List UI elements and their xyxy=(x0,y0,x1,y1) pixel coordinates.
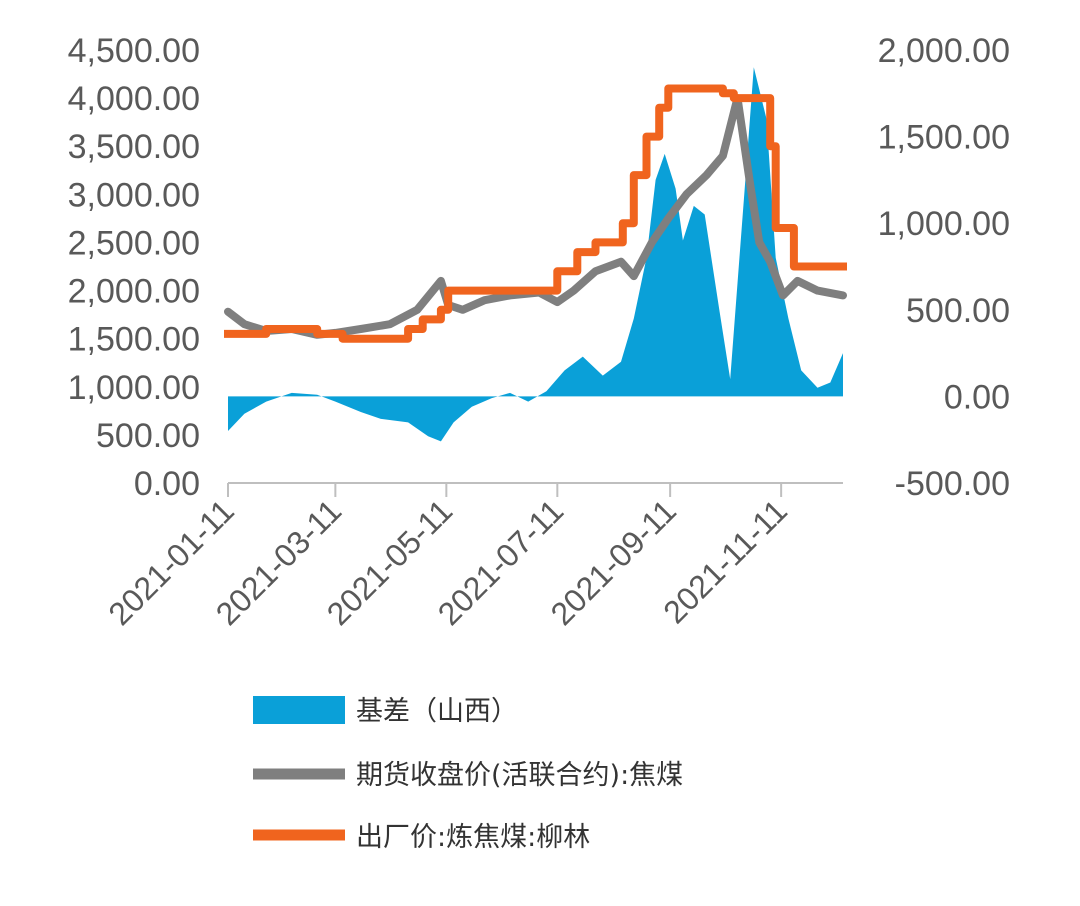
right-y-axis: -500.00 0.00 500.00 1,000.00 1,500.00 2,000.0… xyxy=(878,32,1010,503)
legend: 基差（山西） 期货收盘价(活联合约):焦煤 出厂价:炼焦煤:柳林 xyxy=(253,696,683,853)
right-tick-label: 1,500.00 xyxy=(878,119,1010,157)
left-tick-label: 0.00 xyxy=(134,465,200,503)
legend-label-basis: 基差（山西） xyxy=(356,696,518,727)
left-tick-label: 2,000.00 xyxy=(68,273,200,311)
left-tick-label: 500.00 xyxy=(96,417,200,455)
legend-label-futures: 期货收盘价(活联合约):焦煤 xyxy=(356,760,683,791)
basis-area xyxy=(228,67,843,442)
left-y-axis: 0.00 500.00 1,000.00 1,500.00 2,000.00 2,500.… xyxy=(68,32,200,503)
x-axis xyxy=(227,482,843,497)
right-tick-label: 500.00 xyxy=(906,292,1010,330)
plot-area xyxy=(224,67,847,442)
right-tick-label: 2,000.00 xyxy=(878,32,1010,70)
legend-label-factory: 出厂价:炼焦煤:柳林 xyxy=(356,822,590,853)
legend-swatch-basis xyxy=(253,696,345,724)
legend-item-basis: 基差（山西） xyxy=(253,696,518,727)
left-tick-label: 1,500.00 xyxy=(68,321,200,359)
left-tick-label: 4,500.00 xyxy=(68,32,200,70)
x-axis-labels: 2021-01-112021-03-112021-05-112021-07-11… xyxy=(101,492,794,632)
right-tick-label: 1,000.00 xyxy=(878,205,1010,243)
factory-series xyxy=(224,84,847,343)
left-tick-label: 1,000.00 xyxy=(68,369,200,407)
basis-series xyxy=(228,67,843,442)
right-tick-label: 0.00 xyxy=(944,378,1010,416)
legend-item-factory: 出厂价:炼焦煤:柳林 xyxy=(253,822,590,853)
left-tick-label: 2,500.00 xyxy=(68,224,200,262)
left-tick-label: 4,000.00 xyxy=(68,80,200,118)
left-tick-label: 3,000.00 xyxy=(68,176,200,214)
right-tick-label: -500.00 xyxy=(895,465,1010,503)
factory-price-line xyxy=(224,84,847,343)
legend-item-futures: 期货收盘价(活联合约):焦煤 xyxy=(253,760,683,791)
left-tick-label: 3,500.00 xyxy=(68,128,200,166)
